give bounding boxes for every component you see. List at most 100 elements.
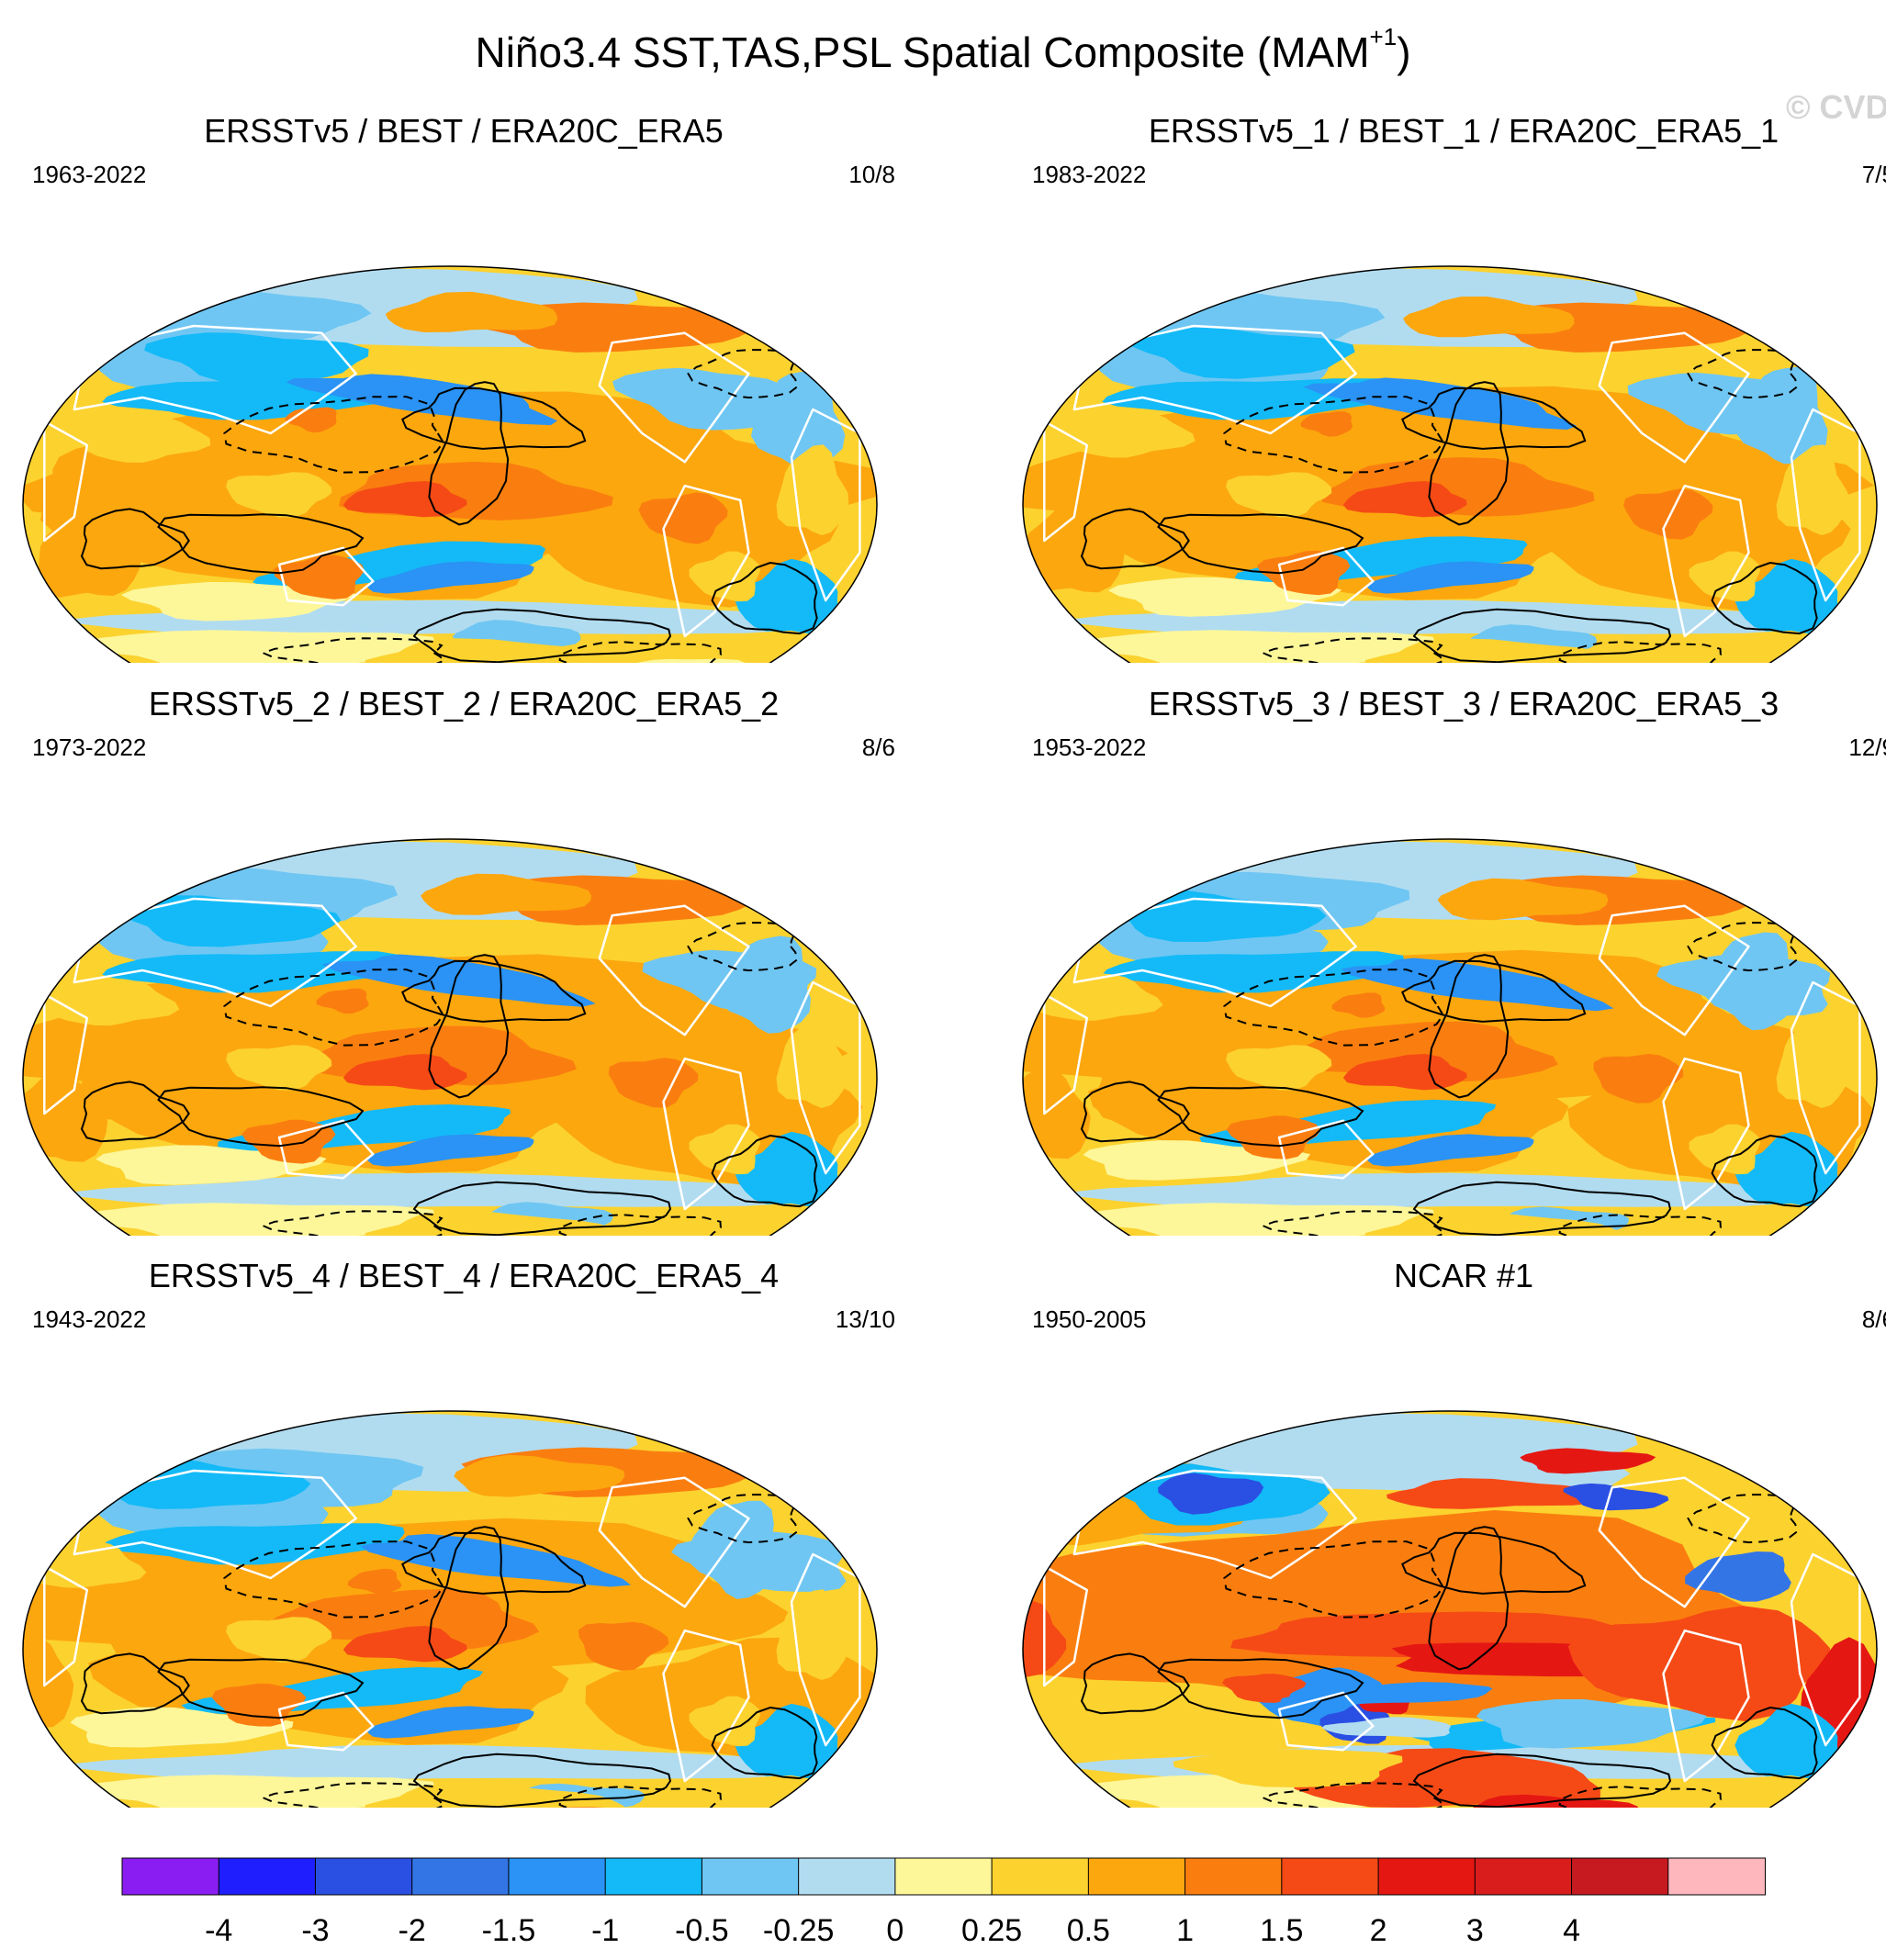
anomaly-patch <box>518 479 839 608</box>
coastline <box>1598 1476 1750 1608</box>
psl-contour-negative <box>1260 637 1446 663</box>
colorbar-tick-label: -1.5 <box>482 1913 536 1948</box>
anomaly-patch <box>1776 444 1849 535</box>
psl-contour-positive <box>711 1706 818 1780</box>
psl-contour-positive <box>1711 561 1818 635</box>
psl-contour-negative <box>1223 396 1444 474</box>
anomaly-patch <box>1226 1045 1332 1091</box>
colorbar-tick-label: 0 <box>886 1913 904 1948</box>
psl-contour-negative <box>687 1494 799 1544</box>
psl-contour-positive <box>412 1753 672 1808</box>
colorbar-swatch <box>508 1857 607 1896</box>
panel-count: 8/6 <box>861 734 895 761</box>
psl-contour-positive <box>401 1531 587 1595</box>
panel-title: ERSSTv5_1 / BEST_1 / ERA20C_ERA5_1 <box>1148 112 1779 150</box>
psl-contour-negative <box>1260 1782 1446 1808</box>
anomaly-patch <box>342 481 467 518</box>
psl-contour-positive <box>1412 1753 1672 1808</box>
psl-contour-positive <box>1428 381 1510 526</box>
anomaly-patch <box>735 558 840 635</box>
psl-contour-positive <box>1401 959 1587 1023</box>
psl-contour-positive <box>428 381 510 526</box>
panel-count: 7/5 <box>1861 161 1886 188</box>
psl-contour-positive <box>1157 513 1364 575</box>
map-outline <box>22 838 878 1236</box>
anomaly-patch <box>421 873 592 915</box>
map-panel-3: ERSSTv5_2 / BEST_2 / ERA20C_ERA5_2 1973-… <box>14 685 914 1236</box>
psl-contour-negative <box>558 641 722 663</box>
psl-contour-positive <box>1428 1526 1510 1671</box>
coastline <box>1277 1691 1375 1752</box>
anomaly-patch <box>273 554 365 599</box>
anomaly-patch <box>1469 1794 1641 1808</box>
panel-title: ERSSTv5 / BEST / ERA20C_ERA5 <box>204 112 724 150</box>
anomaly-patch <box>1593 1054 1684 1103</box>
coastline <box>598 331 750 464</box>
coastline <box>598 904 750 1036</box>
panel-count: 12/9 <box>1848 734 1886 761</box>
coastline <box>1662 1629 1750 1783</box>
anomaly-patch <box>49 976 180 1026</box>
anomaly-patch <box>1563 1483 1669 1511</box>
anomaly-patch <box>102 951 405 993</box>
psl-contour-negative <box>1223 969 1444 1047</box>
colorbar-tick-label: 4 <box>1563 1913 1580 1948</box>
colorbar-swatch <box>604 1857 703 1896</box>
anomaly-patch <box>1776 1017 1849 1108</box>
coastline <box>1662 484 1750 638</box>
map-outline <box>1022 1410 1878 1808</box>
colorbar-swatch <box>894 1857 994 1896</box>
panel-period: 1973-2022 <box>32 734 147 761</box>
anomaly-patch <box>366 561 534 594</box>
psl-contour-positive <box>711 1134 818 1208</box>
anomaly-patch <box>1226 472 1332 518</box>
panel-count: 13/10 <box>835 1305 895 1333</box>
anomaly-patch <box>719 935 811 1034</box>
psl-contour-negative <box>1558 641 1722 663</box>
map-panel-6: NCAR #1 1950-2005 8/6 <box>1014 1257 1886 1808</box>
anomaly-patch <box>366 1134 534 1167</box>
anomaly-patch <box>321 954 596 1007</box>
map-globe <box>1022 838 1878 1236</box>
coastline <box>73 1469 357 1580</box>
colorbar-swatch <box>1087 1857 1186 1896</box>
psl-contour-negative <box>223 1540 444 1618</box>
coastline <box>662 1629 750 1783</box>
anomaly-patch <box>1734 1131 1840 1208</box>
anomaly-patch <box>23 1635 74 1728</box>
colorbar-swatch <box>411 1857 510 1896</box>
panel-count: 8/6 <box>1861 1305 1886 1333</box>
coastline <box>73 324 357 435</box>
anomaly-patch <box>1366 1134 1534 1167</box>
anomaly-patch <box>144 332 369 384</box>
psl-contour-positive <box>1080 508 1190 570</box>
anomaly-patch <box>1158 1473 1264 1515</box>
anomaly-field <box>23 1411 877 1808</box>
colorbar-tick-label: 1 <box>1176 1913 1194 1948</box>
panel-count: 10/8 <box>848 161 895 188</box>
psl-contour-positive <box>1711 1706 1818 1780</box>
anomaly-patch <box>1342 1054 1467 1091</box>
panel-title: ERSSTv5_2 / BEST_2 / ERA20C_ERA5_2 <box>148 685 780 722</box>
anomaly-patch <box>241 1119 336 1164</box>
anomaly-patch <box>1321 1717 1452 1738</box>
psl-contour-positive <box>1711 1134 1818 1208</box>
anomaly-patch <box>1685 1551 1791 1602</box>
coastline <box>1277 546 1375 607</box>
anomaly-patch <box>347 1568 402 1595</box>
anomaly-patch <box>342 1054 467 1091</box>
map-panel-4: ERSSTv5_3 / BEST_3 / ERA20C_ERA5_3 1953-… <box>1014 685 1886 1236</box>
colorbar-swatch <box>1184 1857 1283 1896</box>
figure-title-text: Niño3.4 SST,TAS,PSL Spatial Composite (M… <box>475 28 1370 76</box>
coastline <box>1072 1469 1357 1580</box>
colorbar-swatch <box>1377 1857 1476 1896</box>
panel-period: 1983-2022 <box>1032 161 1147 188</box>
anomaly-patch <box>1703 932 1794 1031</box>
anomaly-patch <box>1023 502 1125 593</box>
coastline <box>1277 1119 1375 1180</box>
psl-contour-positive <box>1157 1086 1364 1148</box>
anomaly-patch <box>1257 550 1351 596</box>
colorbar-tick-label: -4 <box>205 1913 232 1948</box>
panel-period: 1963-2022 <box>32 161 147 188</box>
colorbar-swatch <box>798 1857 896 1896</box>
